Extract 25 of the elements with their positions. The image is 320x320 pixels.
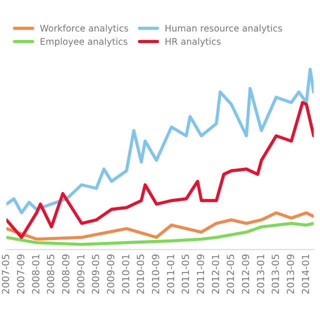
x-tick-label: 2008-05 xyxy=(46,254,54,294)
x-tick-label: 2007-05 xyxy=(2,254,10,294)
x-tick-label: 2011-09 xyxy=(196,254,204,294)
x-tick-label: 2014-01 xyxy=(302,254,310,294)
x-tick-label: 2012-05 xyxy=(226,254,234,294)
legend-label: Human resource analytics xyxy=(166,24,282,34)
x-tick-label: 2012-09 xyxy=(242,254,250,294)
legend-label: Employee analytics xyxy=(40,38,128,47)
x-tick-label: 2013-01 xyxy=(256,254,264,294)
x-tick-label: 2012-01 xyxy=(212,254,220,294)
x-tick-label: 2013-05 xyxy=(272,254,280,294)
x-tick-label: 2008-09 xyxy=(62,254,70,294)
x-tick-label: 2007-09 xyxy=(17,254,24,294)
x-tick-label: 2009-05 xyxy=(92,254,100,294)
x-tick-label: 2011-01 xyxy=(166,254,174,294)
legend-label: Workforce analytics xyxy=(40,24,128,34)
x-tick-label: 2009-09 xyxy=(106,254,114,294)
x-tick-label: 2010-01 xyxy=(122,254,130,294)
x-tick-label: 2008-01 xyxy=(32,254,40,294)
x-tick-label: 2011-05 xyxy=(182,254,190,294)
legend-label: HR analytics xyxy=(166,38,221,47)
x-tick-label: 2013-09 xyxy=(286,254,294,294)
x-tick-label: 2009-01 xyxy=(77,254,84,294)
x-tick-label: 2010-09 xyxy=(152,254,160,294)
x-tick-label: 2010-05 xyxy=(136,254,144,294)
